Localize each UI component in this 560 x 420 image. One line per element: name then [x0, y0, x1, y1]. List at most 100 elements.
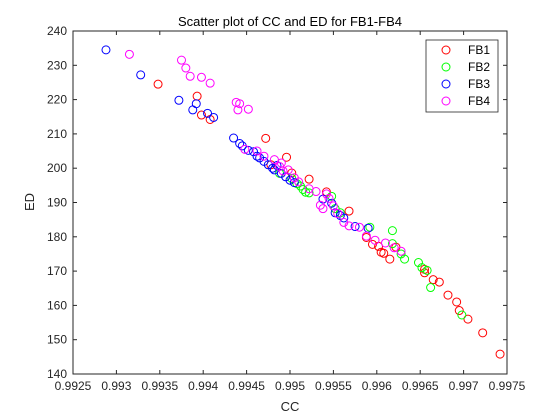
y-axis-label: ED [22, 193, 37, 211]
point-fb4 [321, 189, 331, 199]
point-fb4 [344, 221, 354, 231]
point-fb3 [209, 112, 219, 122]
legend-box [425, 39, 499, 113]
point-fb4 [354, 222, 364, 232]
y-tick-label: 210 [47, 127, 67, 141]
point-fb4 [240, 144, 250, 154]
point-fb1 [443, 290, 453, 300]
point-fb1 [454, 306, 464, 316]
x-tick-label: 0.9955 [315, 379, 352, 393]
point-fb2 [417, 263, 427, 273]
point-fb3 [191, 99, 201, 109]
y-tick-label: 160 [47, 298, 67, 312]
point-fb4 [185, 71, 195, 81]
point-fb3 [243, 145, 253, 155]
point-fb3 [285, 175, 295, 185]
y-tick-label: 180 [47, 230, 67, 244]
x-tick-label: 0.9965 [402, 379, 439, 393]
point-fb2 [400, 254, 410, 264]
point-fb1 [495, 349, 505, 359]
point-fb4 [324, 193, 334, 203]
y-tick-label: 200 [47, 161, 67, 175]
y-tick-label: 170 [47, 264, 67, 278]
point-fb3 [229, 133, 239, 143]
x-tick-label: 0.994 [188, 379, 218, 393]
series-fb3 [101, 45, 373, 233]
point-fb3 [136, 70, 146, 80]
x-tick-label: 0.995 [275, 379, 305, 393]
point-fb4 [278, 166, 288, 176]
legend-label-fb1: FB1 [468, 43, 490, 57]
point-fb3 [203, 108, 213, 118]
point-fb1 [434, 277, 444, 287]
point-fb4 [269, 155, 279, 165]
point-fb2 [387, 239, 397, 249]
point-fb4 [233, 105, 243, 115]
point-fb2 [457, 310, 467, 320]
point-fb2 [387, 226, 397, 236]
point-fb1 [478, 328, 488, 338]
point-fb3 [289, 178, 299, 188]
point-fb4 [259, 151, 269, 161]
point-fb4 [196, 72, 206, 82]
point-fb4 [318, 204, 328, 214]
point-fb1 [282, 152, 292, 162]
x-tick-label: 0.996 [362, 379, 392, 393]
legend-marker-fb3 [441, 79, 451, 89]
point-fb4 [283, 165, 293, 175]
y-tick-label: 240 [47, 24, 67, 38]
x-tick-label: 0.9935 [141, 379, 178, 393]
point-fb3 [268, 163, 278, 173]
point-fb3 [252, 151, 262, 161]
y-tick-label: 220 [47, 93, 67, 107]
legend-label-fb2: FB2 [468, 60, 490, 74]
x-tick-label: 0.9925 [55, 379, 92, 393]
point-fb4 [205, 78, 215, 88]
point-fb4 [252, 146, 262, 156]
point-fb3 [235, 139, 245, 148]
point-fb4 [380, 238, 390, 248]
x-tick-label: 0.9975 [489, 379, 526, 393]
point-fb3 [174, 95, 184, 105]
x-tick-label: 0.997 [449, 379, 479, 393]
point-fb1 [428, 275, 438, 285]
point-fb4 [370, 235, 380, 245]
point-fb2 [422, 265, 432, 275]
point-fb1 [385, 254, 395, 264]
point-fb4 [396, 246, 406, 256]
point-fb4 [361, 231, 371, 241]
x-axis-ticks: 0.9925 0.993 0.9935 0.994 0.9945 0.995 0.9955 0… [55, 31, 526, 393]
point-fb1 [463, 314, 473, 324]
legend-label-fb3: FB3 [468, 77, 490, 91]
point-fb1 [153, 79, 163, 89]
point-fb3 [350, 222, 360, 232]
point-fb3 [101, 45, 111, 55]
x-tick-label: 0.993 [101, 379, 131, 393]
point-fb4 [181, 63, 191, 73]
point-fb4 [328, 201, 338, 211]
point-fb2 [304, 188, 314, 198]
point-fb4 [389, 243, 399, 253]
point-fb4 [294, 177, 304, 187]
point-fb4 [235, 99, 245, 109]
point-fb1 [304, 174, 314, 184]
y-tick-label: 190 [47, 196, 67, 210]
y-tick-label: 230 [47, 58, 67, 72]
legend-marker-fb4 [441, 96, 451, 106]
legend-label-fb4: FB4 [468, 94, 490, 108]
point-fb1 [196, 110, 206, 120]
x-tick-label: 0.9945 [228, 379, 265, 393]
x-axis-label: CC [281, 399, 300, 414]
point-fb4 [243, 104, 253, 114]
legend-marker-fb2 [441, 62, 451, 72]
point-fb1 [261, 133, 271, 143]
legend: FB1 FB2 FB3 FB4 [425, 39, 499, 113]
series-fb4 [124, 49, 406, 256]
point-fb1 [344, 206, 354, 216]
point-fb1 [420, 268, 430, 278]
y-axis-ticks: 140 150 160 170 180 190 200 210 220 230 240 [47, 24, 507, 381]
data-points [101, 45, 505, 359]
point-fb2 [426, 283, 436, 293]
point-fb4 [311, 187, 321, 197]
